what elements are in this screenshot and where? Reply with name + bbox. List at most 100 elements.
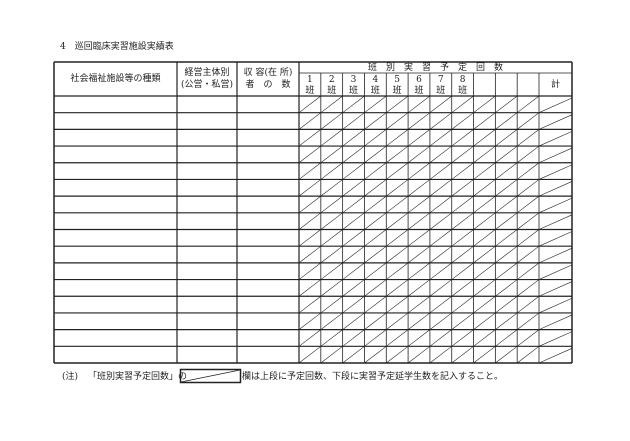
cell-diagonal (495, 112, 518, 130)
cell-diagonal (298, 162, 322, 180)
cell-diagonal (538, 114, 573, 130)
cell-diagonal (495, 279, 518, 297)
cell-diagonal (407, 162, 431, 180)
cell-diagonal (495, 245, 518, 264)
cell-diagonal (386, 95, 409, 113)
cell-diagonal (516, 95, 540, 113)
cell-diagonal (429, 212, 452, 230)
cell-diagonal (342, 262, 365, 280)
cell-diagonal (516, 212, 540, 230)
cell-diagonal (298, 212, 322, 230)
cell-diagonal (429, 296, 452, 314)
cell-diagonal (298, 195, 322, 214)
cell-diagonal (298, 179, 322, 197)
cell-diagonal (342, 145, 365, 163)
cell-diagonal (538, 131, 573, 147)
cell-diagonal (516, 346, 540, 364)
cell-diagonal (429, 112, 452, 130)
cell-diagonal (407, 95, 431, 113)
cell-diagonal (473, 346, 496, 364)
group-unit-4: 班 (370, 86, 380, 96)
group-num-7: 7 (437, 75, 444, 85)
cell-diagonal (451, 312, 474, 330)
cell-diagonal (538, 214, 573, 230)
group-unit-6: 班 (414, 86, 424, 96)
cell-diagonal (429, 179, 452, 197)
cell-diagonal (516, 312, 540, 330)
cell-diagonal (451, 195, 474, 214)
cell-diagonal (495, 329, 518, 347)
note-quoted: 「班別実習予定回数」の (88, 372, 188, 382)
cell-diagonal (516, 329, 540, 347)
cell-diagonal (386, 129, 409, 147)
cell-diagonal (473, 129, 496, 147)
cell-diagonal (451, 296, 474, 314)
cell-diagonal (342, 162, 365, 180)
cell-diagonal (342, 112, 365, 130)
cell-diagonal (342, 179, 365, 197)
cell-diagonal (451, 145, 474, 163)
cell-diagonal (473, 179, 496, 197)
cell-diagonal (386, 162, 409, 180)
cell-diagonal (495, 262, 518, 280)
cell-diagonal (516, 296, 540, 314)
cell-diagonal (342, 129, 365, 147)
cell-diagonal (407, 346, 431, 364)
document-title: 4 巡回臨床実習施設実績表 (60, 42, 174, 52)
cell-diagonal (298, 145, 322, 163)
cell-diagonal (320, 129, 343, 147)
cell-diagonal (516, 245, 540, 264)
cell-diagonal (320, 179, 343, 197)
cell-diagonal (516, 262, 540, 280)
cell-diagonal (364, 312, 387, 330)
cell-diagonal (473, 279, 496, 297)
cell-diagonal (320, 145, 343, 163)
cell-diagonal (473, 245, 496, 264)
note-text: 欄は上段に予定回数、下段に実習予定延学生数を記入すること。 (242, 372, 504, 382)
cell-diagonal (538, 314, 573, 330)
cell-diagonal (298, 245, 322, 264)
cell-diagonal (516, 179, 540, 197)
cell-diagonal (429, 162, 452, 180)
cell-diagonal (538, 197, 573, 214)
cell-diagonal (298, 279, 322, 297)
cell-diagonal (364, 212, 387, 230)
group-num-1: 1 (307, 75, 313, 85)
cell-diagonal (538, 281, 573, 297)
cell-diagonal (473, 195, 496, 214)
cell-diagonal (451, 245, 474, 264)
cell-diagonal (320, 112, 343, 130)
cell-diagonal (407, 262, 431, 280)
cell-diagonal (407, 195, 431, 214)
group-num-4: 4 (372, 75, 379, 85)
cell-diagonal (516, 145, 540, 163)
group-unit-3: 班 (349, 86, 359, 96)
cell-diagonal (451, 162, 474, 180)
cell-diagonal (516, 279, 540, 297)
group-unit-2: 班 (327, 86, 337, 96)
header-capacity-sub: 者 の 数 (245, 80, 291, 90)
cell-diagonal (320, 329, 343, 347)
cell-diagonal (429, 129, 452, 147)
header-capacity: 収 容(在 所) (243, 68, 293, 78)
cell-diagonal (538, 264, 573, 280)
cell-diagonal (386, 346, 409, 364)
group-unit-8: 班 (458, 86, 468, 96)
cell-diagonal (451, 212, 474, 230)
cell-diagonal (342, 95, 365, 113)
cell-diagonal (473, 329, 496, 347)
cell-diagonal (495, 145, 518, 163)
cell-diagonal (407, 329, 431, 347)
cell-diagonal (320, 229, 343, 247)
cell-diagonal (342, 195, 365, 214)
cell-diagonal (298, 112, 322, 130)
cell-diagonal (320, 162, 343, 180)
cell-diagonal (386, 262, 409, 280)
cell-diagonal (407, 312, 431, 330)
cell-diagonal (473, 95, 496, 113)
cell-diagonal (516, 162, 540, 180)
cell-diagonal (386, 296, 409, 314)
cell-diagonal (386, 212, 409, 230)
cell-diagonal (364, 229, 387, 247)
cell-diagonal (298, 346, 322, 364)
